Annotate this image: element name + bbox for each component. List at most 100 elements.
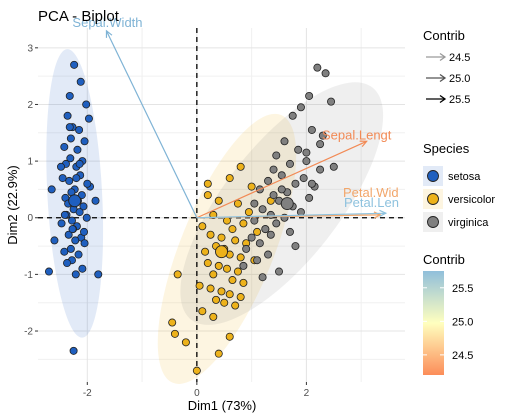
data-point-virginica bbox=[258, 205, 267, 214]
species-legend: Species setosa versicolor virginica bbox=[423, 141, 495, 232]
data-point-versicolor bbox=[203, 259, 212, 268]
data-point-setosa bbox=[47, 185, 56, 194]
contrib-arrow-legend-title: Contrib bbox=[423, 28, 465, 43]
data-point-setosa bbox=[60, 210, 69, 219]
data-point-versicolor bbox=[231, 236, 240, 245]
data-point-virginica bbox=[250, 199, 259, 208]
x-axis-label: Dim1 (73%) bbox=[188, 398, 257, 413]
data-point-setosa bbox=[73, 145, 82, 154]
data-point-virginica bbox=[305, 91, 314, 100]
contrib-arrow-key-label: 25.5 bbox=[449, 94, 470, 106]
data-point-setosa bbox=[60, 142, 69, 151]
data-point-setosa bbox=[70, 60, 79, 69]
data-point-virginica bbox=[329, 162, 338, 171]
data-point-virginica bbox=[266, 230, 275, 239]
species-key-virginica bbox=[427, 216, 439, 228]
data-point-setosa bbox=[82, 100, 91, 109]
data-point-virginica bbox=[285, 159, 294, 168]
arrow-head-Sepal.Length bbox=[359, 140, 368, 148]
contrib-colorbar-legend: Contrib 25.5 25.0 24.5 bbox=[423, 252, 473, 375]
data-point-versicolor bbox=[206, 284, 215, 293]
arrow-line-Sepal.Length bbox=[196, 140, 367, 219]
data-point-virginica bbox=[316, 165, 325, 174]
data-point-virginica bbox=[258, 273, 267, 282]
data-point-versicolor bbox=[198, 222, 207, 231]
data-point-setosa bbox=[63, 111, 72, 120]
data-point-setosa bbox=[76, 77, 85, 86]
group-centroids bbox=[68, 194, 294, 259]
colorbar bbox=[423, 271, 444, 375]
y-tick-label: 2 bbox=[27, 100, 33, 111]
data-point-versicolor bbox=[173, 270, 182, 279]
contrib-arrow-key-head bbox=[439, 94, 447, 104]
data-point-virginica bbox=[294, 145, 303, 154]
data-point-virginica bbox=[291, 242, 300, 251]
arrow-label-Sepal.Length: Sepal.Lengt bbox=[322, 127, 392, 142]
data-point-setosa bbox=[60, 247, 69, 256]
data-point-setosa bbox=[66, 244, 75, 253]
species-legend-title: Species bbox=[423, 141, 470, 156]
data-point-setosa bbox=[50, 236, 59, 245]
data-point-versicolor bbox=[217, 233, 226, 242]
data-point-virginica bbox=[266, 210, 275, 219]
data-point-setosa bbox=[78, 264, 87, 273]
data-point-versicolor bbox=[233, 267, 242, 276]
data-point-setosa bbox=[69, 346, 78, 355]
data-point-setosa bbox=[72, 174, 81, 183]
data-point-virginica bbox=[247, 233, 256, 242]
data-point-setosa bbox=[44, 267, 53, 276]
contrib-arrow-legend: Contrib 24.5 25.0 25.5 bbox=[423, 28, 470, 106]
contrib-arrow-key-head bbox=[439, 73, 447, 83]
data-point-virginica bbox=[313, 63, 322, 72]
data-point-versicolor bbox=[217, 287, 226, 296]
x-tick-label: 2 bbox=[304, 388, 310, 399]
colorbar-label: 25.5 bbox=[452, 283, 473, 295]
contrib-arrow-key-head bbox=[439, 52, 447, 62]
data-point-setosa bbox=[58, 174, 67, 183]
contrib-arrow-key-label: 24.5 bbox=[449, 52, 470, 64]
data-point-setosa bbox=[57, 162, 66, 171]
data-point-versicolor bbox=[236, 293, 245, 302]
colorbar-label: 24.5 bbox=[452, 350, 473, 362]
arrow-label-Petal.Width: Petal.Wid bbox=[343, 185, 399, 200]
data-point-setosa bbox=[57, 219, 66, 228]
data-point-setosa bbox=[66, 154, 75, 163]
data-point-setosa bbox=[79, 202, 88, 211]
data-point-versicolor bbox=[247, 182, 256, 191]
x-tick-label: 0 bbox=[194, 388, 200, 399]
y-tick-label: 0 bbox=[27, 213, 33, 224]
data-point-versicolor bbox=[203, 191, 212, 200]
data-point-virginica bbox=[272, 151, 281, 160]
data-point-versicolor bbox=[228, 276, 237, 285]
data-point-versicolor bbox=[195, 281, 204, 290]
data-point-virginica bbox=[269, 165, 278, 174]
data-point-versicolor bbox=[170, 329, 179, 338]
data-point-versicolor bbox=[212, 295, 221, 304]
data-point-versicolor bbox=[225, 290, 234, 299]
data-point-setosa bbox=[80, 227, 89, 236]
y-tick-label: 3 bbox=[27, 43, 33, 54]
y-axis-label: Dim2 (22.9%) bbox=[5, 165, 20, 244]
data-point-setosa bbox=[82, 213, 91, 222]
data-point-virginica bbox=[302, 148, 311, 157]
data-point-virginica bbox=[296, 103, 305, 112]
data-point-versicolor bbox=[228, 225, 237, 234]
data-point-setosa bbox=[68, 225, 77, 234]
plot-area bbox=[38, 28, 405, 382]
data-point-virginica bbox=[327, 97, 336, 106]
data-point-virginica bbox=[285, 227, 294, 236]
data-point-versicolor bbox=[253, 227, 262, 236]
data-point-virginica bbox=[261, 225, 270, 234]
data-point-setosa bbox=[80, 239, 89, 248]
species-key-label: versicolor bbox=[448, 194, 495, 206]
data-point-versicolor bbox=[209, 312, 218, 321]
data-point-versicolor bbox=[225, 174, 234, 183]
data-point-virginica bbox=[269, 191, 278, 200]
data-point-setosa bbox=[94, 270, 103, 279]
chart-title: PCA - Biplot bbox=[38, 8, 120, 25]
arrow-label-Sepal.Width: Sepal.Width bbox=[72, 15, 142, 30]
data-point-virginica bbox=[253, 256, 262, 265]
data-point-virginica bbox=[305, 193, 314, 202]
data-point-versicolor bbox=[203, 179, 212, 188]
